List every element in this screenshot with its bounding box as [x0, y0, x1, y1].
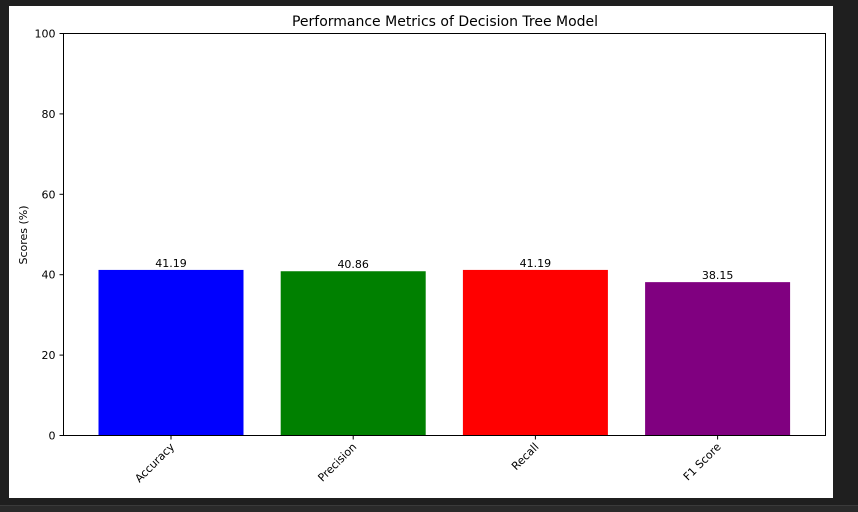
y-axis-label: Scores (%)	[17, 205, 30, 264]
y-tick-label: 60	[42, 188, 56, 201]
bar-recall	[462, 269, 608, 436]
chart-title: Performance Metrics of Decision Tree Mod…	[292, 14, 598, 30]
x-tick-label: Accuracy	[132, 440, 177, 485]
plot-frame	[63, 33, 826, 436]
x-tick-label: Recall	[509, 440, 541, 472]
x-axis-ticks: Accuracy Precision Recall F1 Score	[132, 435, 724, 485]
bar-value-label: 41.19	[155, 257, 187, 270]
bar-value-label: 38.15	[702, 269, 734, 282]
x-tick-label: F1 Score	[681, 440, 724, 483]
bar-value-label: 41.19	[520, 257, 552, 270]
x-tick-label: Precision	[315, 440, 359, 484]
y-tick-label: 0	[49, 430, 56, 443]
bar-precision	[280, 271, 426, 436]
bar-accuracy	[98, 269, 244, 436]
y-tick-label: 40	[42, 269, 56, 282]
y-tick-label: 100	[35, 28, 56, 41]
y-tick-label: 80	[42, 108, 56, 121]
y-axis-ticks: 0 20 40 60 80 100	[35, 28, 64, 443]
y-tick-label: 20	[42, 349, 56, 362]
bar-f1-score	[645, 282, 791, 436]
bar-value-label: 40.86	[337, 258, 369, 271]
bars-group: 41.19 40.86 41.19 38.15	[98, 257, 791, 436]
window-bottom-edge	[0, 505, 858, 512]
